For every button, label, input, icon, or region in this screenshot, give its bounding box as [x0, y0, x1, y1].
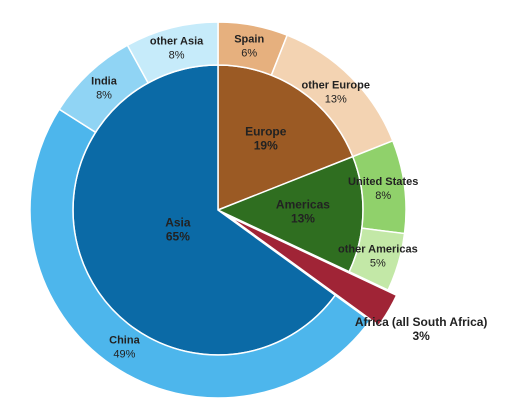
wedge [29, 108, 372, 399]
segment-value-label: 49% [113, 349, 135, 361]
segment-value-label: 8% [375, 190, 391, 202]
segment-label: United States 8% [348, 176, 418, 202]
segment-name: Asia [165, 216, 191, 230]
segment-label: other Europe 13% [302, 79, 370, 105]
segment-name: other Europe [302, 79, 370, 91]
segment-value-label: 8% [169, 50, 185, 62]
segment-name: India [91, 76, 118, 88]
segment-value-label: 5% [370, 257, 386, 269]
segment-label: China 49% [109, 335, 140, 361]
segment-label: Spain 6% [234, 33, 264, 59]
segment-label: Africa (all South Africa) 3% [355, 315, 488, 343]
wedge [227, 215, 398, 327]
segment-name: Africa [355, 315, 389, 329]
segment-label: Asia 65% [165, 216, 191, 244]
segment-name: Americas [276, 198, 330, 212]
segment-name: other Americas [338, 243, 418, 255]
segment-name: Europe [245, 125, 287, 139]
segment-name: China [109, 335, 140, 347]
segment-value-label: 13% [291, 212, 315, 226]
segment-name: Spain [234, 33, 264, 45]
segment-value-label: 19% [254, 139, 278, 153]
segment-label: India 8% [91, 76, 118, 102]
segment-note: (all South Africa) [392, 315, 488, 329]
segment-name: other Asia [150, 36, 204, 48]
wedge [126, 21, 219, 84]
segment-label: Europe 19% [245, 125, 287, 153]
segment-value-label: 6% [241, 47, 257, 59]
segment-value-label: 8% [96, 90, 112, 102]
segment-label: Americas 13% [276, 198, 330, 226]
segment-name: United States [348, 176, 418, 188]
segment-label: other Americas 5% [338, 243, 418, 269]
wedge [348, 227, 406, 292]
segment-value-label: 13% [325, 93, 347, 105]
segment-value-label: 65% [166, 230, 190, 244]
segment-label: other Asia 8% [150, 36, 204, 62]
segment-value-label: 3% [412, 329, 430, 343]
